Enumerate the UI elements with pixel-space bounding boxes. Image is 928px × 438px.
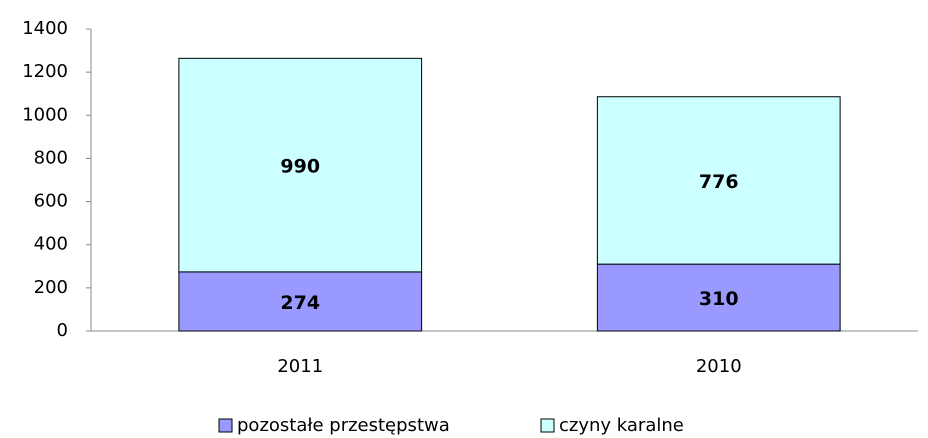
y-tick-label: 1000 — [22, 104, 68, 125]
bar-segment — [178, 57, 423, 273]
legend-swatch — [540, 418, 555, 433]
legend-swatch — [218, 418, 233, 433]
y-tick-label: 200 — [34, 277, 68, 298]
y-tick-label: 1200 — [22, 61, 68, 82]
bar-segment — [596, 96, 841, 265]
x-tick-label: 2011 — [277, 356, 323, 377]
value-label: 990 — [280, 156, 320, 178]
legend-label: czyny karalne — [559, 415, 684, 436]
value-label: 310 — [699, 288, 739, 310]
value-label: 274 — [280, 292, 320, 314]
value-label: 776 — [699, 171, 739, 193]
x-tick-label: 2010 — [696, 356, 742, 377]
bar-segment — [596, 263, 841, 332]
y-tick-label: 1400 — [22, 18, 68, 39]
legend-label: pozostałe przestępstwa — [237, 415, 450, 436]
y-tick-label: 0 — [57, 320, 68, 341]
y-tick-label: 600 — [34, 191, 68, 212]
y-tick-label: 800 — [34, 147, 68, 168]
y-tick-label: 400 — [34, 234, 68, 255]
